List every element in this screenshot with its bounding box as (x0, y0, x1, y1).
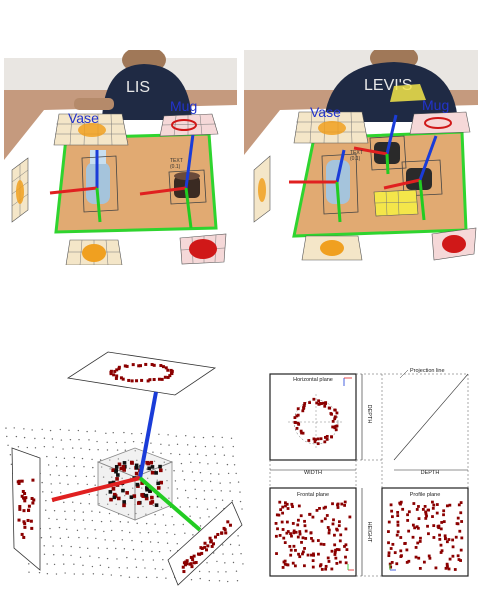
person: LEVI'S (324, 50, 458, 122)
depth-vertical-label: DEPTH (366, 405, 372, 424)
vase-front-grid (65, 239, 123, 265)
dimension-markers (270, 374, 468, 576)
person: LIS (74, 50, 192, 120)
height-label: HEIGHT (366, 522, 372, 543)
frontal-plane-label: Frontal plane (297, 492, 329, 498)
right-plane-points (181, 520, 232, 574)
z-axis (138, 391, 158, 479)
vase-label: Vase (68, 110, 99, 126)
small-text-2: (0.1) (350, 156, 361, 162)
left-plane-points (16, 478, 36, 539)
vase-top-grid (53, 113, 129, 146)
frontal-plane-points (274, 500, 352, 571)
vase-x-axis (49, 186, 98, 195)
y-axis (138, 476, 202, 532)
projection-diagonal (393, 373, 469, 461)
orthographic-projection-diagram: Horizontal plane Frontal plane Profile p… (258, 358, 480, 586)
mug-y-axis (184, 187, 193, 229)
top-plane-points (109, 362, 174, 383)
point-cloud-3d-diagram (0, 340, 250, 595)
horizontal-plane-points (293, 397, 339, 446)
mug-top-grid (159, 113, 219, 137)
left-projection-plane (11, 447, 41, 571)
photo-left-scene: LIS (4, 50, 237, 265)
mug-label: Mug (170, 98, 197, 114)
small-text-1: TEXT (350, 150, 363, 156)
vase-side-grid (11, 157, 29, 223)
mug-label: Mug (422, 97, 449, 113)
projection-line-label: Projection line (410, 368, 445, 374)
vase-label: Vase (310, 104, 341, 120)
x-axis (51, 476, 141, 502)
top-projection-plane (66, 351, 217, 396)
projection-guide-lines (269, 373, 469, 577)
vase-y-axis (95, 187, 102, 223)
mug-small-text-1: TEXT (170, 158, 183, 164)
horizontal-plane-label: Horizontal plane (293, 377, 333, 383)
mug-front-grid (179, 233, 227, 265)
width-label: WIDTH (304, 470, 322, 476)
mug-small-text-2: (0.1) (170, 164, 181, 170)
horizontal-plane-box (269, 373, 357, 461)
profile-plane-points (387, 500, 464, 571)
depth-horizontal-label: DEPTH (421, 470, 440, 476)
photo-right-scene: LEVI'S (244, 50, 478, 265)
mug-z-axis (184, 133, 195, 189)
profile-plane-label: Profile plane (410, 492, 441, 498)
mug-x-axis (139, 186, 187, 196)
svg-text:LIS: LIS (126, 79, 150, 96)
